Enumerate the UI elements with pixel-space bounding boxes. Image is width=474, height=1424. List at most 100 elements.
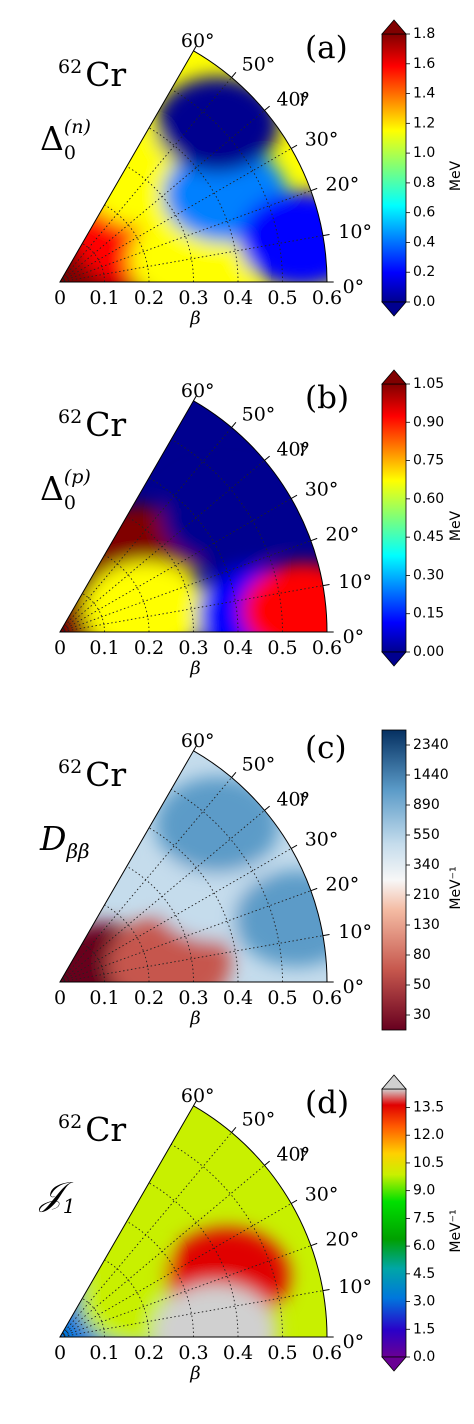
- colorbar: 0.0 1.5 3.0 4.5 6.0 7.5 9.0 10.5 12.0 13.5 MeV⁻¹: [381, 1074, 464, 1372]
- quantity-label: Δ(n) 0: [40, 116, 91, 164]
- beta-tick-label: 0.3: [178, 287, 208, 309]
- beta-tick-label: 0.1: [89, 987, 119, 1009]
- gamma-tick-label: 60°: [181, 30, 215, 52]
- surface-region: [162, 469, 287, 566]
- surface-region: [153, 1283, 278, 1337]
- colorbar-scale: [381, 729, 407, 1031]
- beta-grid-arc: [82, 1298, 105, 1338]
- beta-axis-label: β: [189, 308, 200, 329]
- gamma-tick-label: 20°: [326, 1228, 360, 1250]
- beta-grid-arc: [171, 788, 283, 983]
- surface-region: [155, 76, 280, 173]
- colorbar-tick-label: 50: [413, 977, 431, 993]
- nucleus-mass: 62: [58, 756, 82, 778]
- quantity-label: Dββ: [39, 819, 90, 863]
- beta-grid-arc: [171, 438, 283, 633]
- gamma-grid-ray: [59, 935, 324, 983]
- colorbar-tick-label: 10.5: [413, 1155, 444, 1171]
- gamma-grid-ray: [59, 77, 232, 283]
- panel-d: 0 0.1 0.2 0.3 0.4 0.5 0.6 β 0° 10° 20° 30° 40°50° 60°…: [38, 1074, 464, 1384]
- gamma-tick: [264, 1160, 270, 1166]
- beta-axis-label: β: [189, 1008, 200, 1029]
- beta-tick-label: 0.1: [89, 1342, 119, 1364]
- gamma-tick: [290, 144, 298, 149]
- gamma-tick-label: 10°: [338, 921, 372, 943]
- quantity-symbol: D: [39, 819, 66, 858]
- polar-grid: [59, 777, 324, 983]
- beta-grid-arc: [171, 1143, 283, 1338]
- gamma-tick-label: 50°: [242, 404, 276, 426]
- beta-grid-arc: [148, 827, 239, 983]
- gamma-grid-ray: [59, 540, 312, 633]
- colorbar-tick-label: 80: [413, 947, 431, 963]
- colorbar-tick-label: 0.0: [413, 294, 435, 310]
- gamma-grid-ray: [59, 777, 232, 983]
- colorbar-tick-label: 0.6: [413, 205, 435, 221]
- colorbar-scale: [381, 1088, 407, 1358]
- gamma-tick-label: 60°: [181, 380, 215, 402]
- nucleus-symbol: Cr: [85, 55, 126, 94]
- beta-tick-label: 0.2: [134, 1342, 164, 1364]
- gamma-grid-ray: [59, 890, 312, 983]
- colorbar-tick-label: 1.6: [413, 56, 435, 72]
- colorbar-tick-label: 0.15: [413, 606, 444, 622]
- gamma-tick: [231, 772, 237, 778]
- beta-grid-arc: [82, 943, 105, 983]
- panel-b: 0 0.1 0.2 0.3 0.4 0.5 0.6 β 0° 10° 20° 30° 40°50° 60°…: [40, 369, 464, 679]
- colorbar-extend-min: [381, 651, 407, 667]
- gamma-tick-label: 30°: [305, 829, 339, 851]
- gamma-tick: [290, 494, 298, 499]
- quantity-label: 𝒥1: [38, 1174, 76, 1218]
- gamma-tick: [193, 394, 198, 402]
- nucleus-mass: 62: [58, 1111, 82, 1133]
- quantity-subscript: 0: [64, 492, 76, 514]
- colorbar-extend-max: [381, 19, 407, 35]
- gamma-tick: [290, 1199, 298, 1204]
- wedge-outline: [59, 1105, 328, 1338]
- gamma-tick: [264, 805, 270, 811]
- colorbar-tick-label: 0.60: [413, 491, 444, 507]
- colorbar-extend-min: [381, 301, 407, 317]
- beta-tick-label: 0.4: [223, 287, 253, 309]
- polar-grid: [59, 1132, 324, 1338]
- gamma-tick-label: 50°: [242, 54, 276, 76]
- gamma-tick-label: 40°: [276, 788, 310, 810]
- beta-tick-label: 0.4: [223, 987, 253, 1009]
- colorbar: 30 50 80 130 210 340 550 890 1440 2340 MeV⁻¹: [381, 729, 464, 1031]
- beta-grid-arc: [82, 593, 105, 633]
- gamma-tick-label: 10°: [338, 221, 372, 243]
- beta-tick-label: 0.5: [267, 987, 297, 1009]
- gamma-tick-label: 10°: [338, 1276, 372, 1298]
- colorbar-extend-max: [381, 369, 407, 385]
- beta-tick-label: 0.6: [312, 287, 342, 309]
- colorbar-tick-label: 9.0: [413, 1183, 435, 1199]
- beta-tick-label: 0.2: [134, 987, 164, 1009]
- gamma-axis-label: γ: [298, 788, 309, 808]
- beta-tick-label: 0.3: [178, 987, 208, 1009]
- colorbar-label: MeV: [448, 160, 464, 191]
- gamma-tick: [193, 44, 198, 52]
- wedge-outline: [59, 750, 328, 983]
- gamma-grid-ray: [59, 148, 292, 283]
- gamma-tick: [231, 422, 237, 428]
- colorbar: 0.00 0.15 0.30 0.45 0.60 0.75 0.90 1.05 MeV: [381, 369, 464, 667]
- gamma-tick: [310, 187, 318, 192]
- gamma-ticks: [193, 744, 334, 983]
- colorbar-tick-label: 1.05: [413, 376, 444, 392]
- gamma-grid-ray: [59, 848, 292, 983]
- quantity-subscript: 1: [63, 1194, 76, 1218]
- nucleus-label: 62Cr: [58, 55, 126, 94]
- colorbar-extend-max: [381, 1074, 407, 1090]
- gamma-tick-label: 30°: [305, 129, 339, 151]
- colorbar-extend-min: [381, 1356, 407, 1372]
- colorbar-tick-label: 2340: [413, 737, 449, 753]
- beta-grid-arc: [126, 165, 194, 283]
- surface-region: [241, 562, 327, 632]
- nucleus-symbol: Cr: [85, 755, 126, 794]
- quantity-subscript: ββ: [65, 839, 89, 863]
- beta-grid-arc: [82, 243, 105, 283]
- nucleus-symbol: Cr: [85, 1110, 126, 1149]
- beta-grid-arc: [148, 1182, 239, 1338]
- gamma-grid-ray: [59, 110, 265, 283]
